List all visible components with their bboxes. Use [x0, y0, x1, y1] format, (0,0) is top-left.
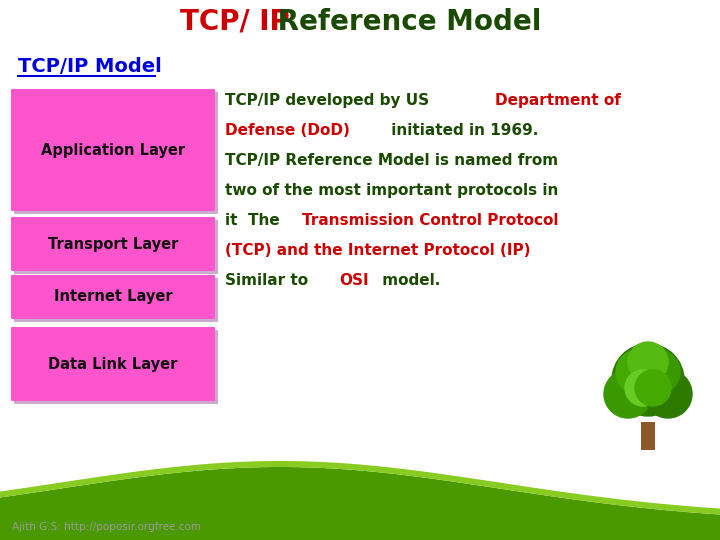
FancyBboxPatch shape	[11, 275, 215, 319]
Text: TCP/IP Model: TCP/IP Model	[18, 57, 162, 77]
Polygon shape	[0, 467, 720, 540]
Circle shape	[635, 370, 671, 406]
Text: Data Link Layer: Data Link Layer	[48, 356, 178, 372]
Bar	[641, 422, 655, 450]
Text: TCP/ IP: TCP/ IP	[180, 8, 289, 36]
Text: Similar to: Similar to	[225, 273, 313, 288]
Text: Internet Layer: Internet Layer	[54, 289, 172, 305]
FancyBboxPatch shape	[11, 217, 215, 271]
Text: Defense (DoD): Defense (DoD)	[225, 123, 350, 138]
Text: Transmission Control Protocol: Transmission Control Protocol	[302, 213, 559, 228]
FancyBboxPatch shape	[11, 327, 215, 401]
Text: Department of: Department of	[495, 93, 621, 108]
Text: two of the most important protocols in: two of the most important protocols in	[225, 183, 559, 198]
Circle shape	[616, 350, 660, 394]
FancyBboxPatch shape	[14, 92, 218, 214]
Text: it  The: it The	[225, 213, 285, 228]
Circle shape	[644, 370, 692, 418]
Text: TCP/IP developed by US: TCP/IP developed by US	[225, 93, 434, 108]
Text: Transport Layer: Transport Layer	[48, 237, 178, 252]
Circle shape	[636, 350, 680, 394]
Circle shape	[604, 370, 652, 418]
Text: model.: model.	[377, 273, 441, 288]
Circle shape	[628, 342, 668, 382]
Circle shape	[625, 370, 661, 406]
FancyBboxPatch shape	[11, 89, 215, 211]
FancyBboxPatch shape	[14, 220, 218, 274]
FancyBboxPatch shape	[14, 278, 218, 322]
Polygon shape	[0, 461, 720, 515]
Text: TCP/IP Reference Model is named from: TCP/IP Reference Model is named from	[225, 153, 558, 168]
Text: Reference Model: Reference Model	[268, 8, 541, 36]
Text: (TCP) and the Internet Protocol (IP): (TCP) and the Internet Protocol (IP)	[225, 243, 531, 258]
FancyBboxPatch shape	[14, 330, 218, 404]
Text: Ajith G.S: http://poposir.orgfree.com: Ajith G.S: http://poposir.orgfree.com	[12, 522, 201, 532]
Text: Application Layer: Application Layer	[41, 143, 185, 158]
Text: initiated in 1969.: initiated in 1969.	[386, 123, 539, 138]
Text: OSI: OSI	[339, 273, 369, 288]
Circle shape	[612, 344, 684, 416]
